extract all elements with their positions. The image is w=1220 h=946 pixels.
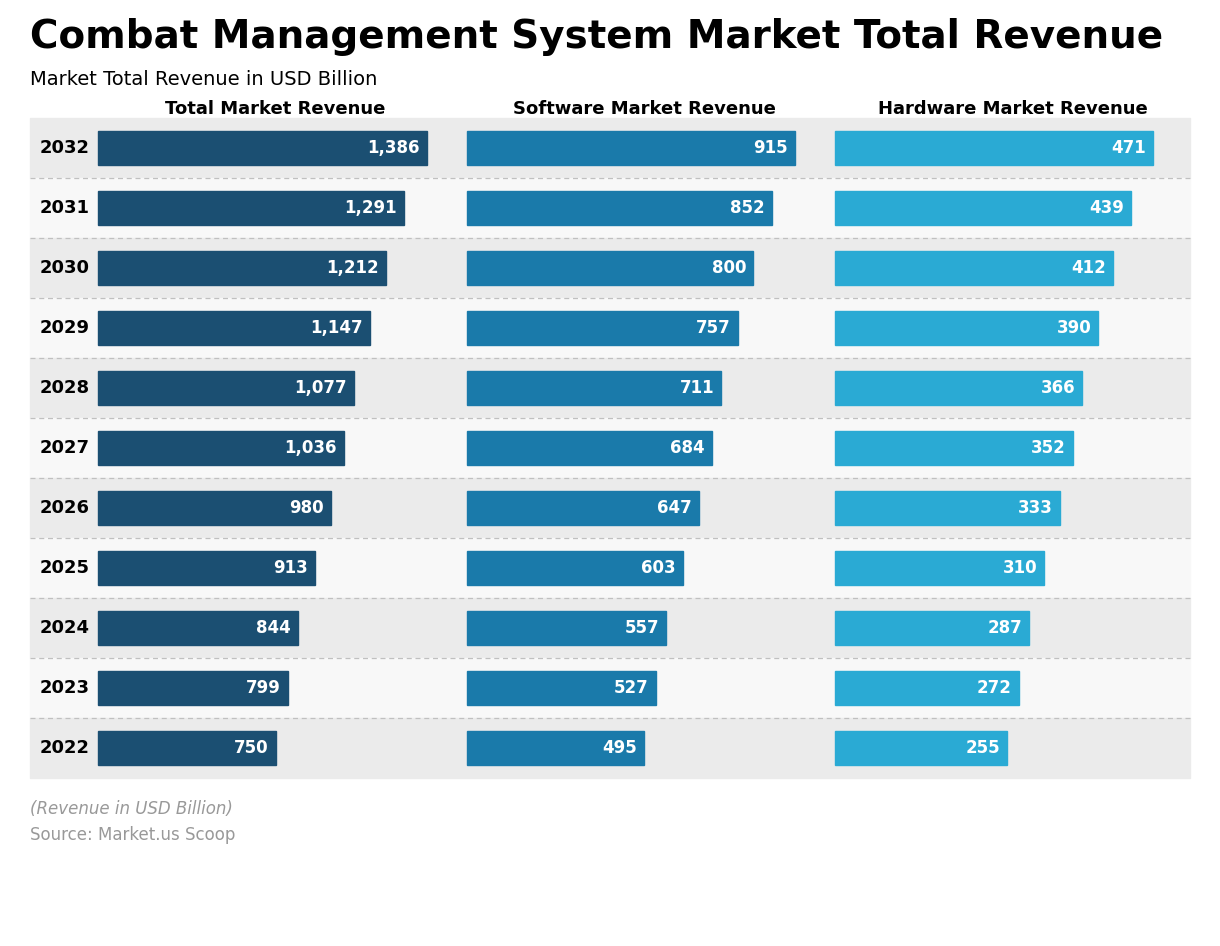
Bar bbox=[30, 238, 1190, 298]
Bar bbox=[467, 310, 738, 345]
Bar bbox=[98, 251, 386, 286]
Text: 1,386: 1,386 bbox=[367, 139, 420, 157]
Text: 390: 390 bbox=[1057, 319, 1092, 337]
Text: 757: 757 bbox=[697, 319, 731, 337]
Text: 2024: 2024 bbox=[40, 619, 90, 637]
Text: 287: 287 bbox=[987, 619, 1022, 637]
Text: 852: 852 bbox=[731, 199, 765, 217]
Text: (Revenue in USD Billion): (Revenue in USD Billion) bbox=[30, 800, 233, 818]
Text: 2032: 2032 bbox=[40, 139, 90, 157]
Bar bbox=[836, 190, 1131, 225]
Text: 647: 647 bbox=[656, 499, 692, 517]
Bar bbox=[98, 131, 427, 166]
Text: 1,212: 1,212 bbox=[326, 259, 378, 277]
Bar bbox=[467, 551, 683, 586]
Text: 1,291: 1,291 bbox=[345, 199, 398, 217]
Text: 412: 412 bbox=[1071, 259, 1107, 277]
Text: 2031: 2031 bbox=[40, 199, 90, 217]
Text: 913: 913 bbox=[273, 559, 307, 577]
Bar bbox=[30, 538, 1190, 598]
Bar bbox=[836, 131, 1153, 166]
Text: 2028: 2028 bbox=[40, 379, 90, 397]
Bar bbox=[836, 430, 1072, 465]
Bar bbox=[30, 718, 1190, 778]
Bar bbox=[98, 671, 288, 706]
Text: 2029: 2029 bbox=[40, 319, 90, 337]
Text: 2025: 2025 bbox=[40, 559, 90, 577]
Text: 2026: 2026 bbox=[40, 499, 90, 517]
Bar bbox=[836, 551, 1044, 586]
Bar bbox=[467, 491, 699, 525]
Bar bbox=[467, 730, 644, 765]
Text: 527: 527 bbox=[614, 679, 649, 697]
Text: 2023: 2023 bbox=[40, 679, 90, 697]
Text: 495: 495 bbox=[603, 739, 637, 757]
Bar bbox=[836, 371, 1082, 406]
Text: 1,077: 1,077 bbox=[294, 379, 346, 397]
Bar bbox=[30, 118, 1190, 178]
Text: Total Market Revenue: Total Market Revenue bbox=[165, 100, 386, 118]
Bar bbox=[98, 371, 354, 406]
Bar bbox=[467, 671, 655, 706]
Text: 352: 352 bbox=[1031, 439, 1066, 457]
Bar bbox=[836, 251, 1114, 286]
Bar bbox=[836, 610, 1028, 645]
Bar bbox=[98, 430, 344, 465]
Bar bbox=[30, 358, 1190, 418]
Text: 272: 272 bbox=[977, 679, 1011, 697]
Bar bbox=[98, 491, 331, 525]
Bar bbox=[467, 190, 772, 225]
Bar bbox=[467, 610, 666, 645]
Bar bbox=[30, 658, 1190, 718]
Bar bbox=[30, 298, 1190, 358]
Text: 844: 844 bbox=[256, 619, 292, 637]
Text: 2022: 2022 bbox=[40, 739, 90, 757]
Text: 603: 603 bbox=[642, 559, 676, 577]
Bar bbox=[30, 418, 1190, 478]
Text: 980: 980 bbox=[289, 499, 323, 517]
Bar bbox=[467, 371, 721, 406]
Bar bbox=[467, 251, 754, 286]
Text: 1,036: 1,036 bbox=[284, 439, 337, 457]
Text: Hardware Market Revenue: Hardware Market Revenue bbox=[878, 100, 1148, 118]
Text: Source: Market.us Scoop: Source: Market.us Scoop bbox=[30, 826, 235, 844]
Text: Combat Management System Market Total Revenue: Combat Management System Market Total Re… bbox=[30, 18, 1163, 56]
Text: Market Total Revenue in USD Billion: Market Total Revenue in USD Billion bbox=[30, 70, 377, 89]
Text: 1,147: 1,147 bbox=[311, 319, 364, 337]
Bar bbox=[836, 730, 1008, 765]
Bar bbox=[836, 310, 1098, 345]
Bar bbox=[98, 310, 370, 345]
Text: 366: 366 bbox=[1041, 379, 1075, 397]
Bar bbox=[467, 131, 794, 166]
Text: 557: 557 bbox=[625, 619, 659, 637]
Text: 310: 310 bbox=[1003, 559, 1037, 577]
Bar bbox=[467, 430, 711, 465]
Text: 800: 800 bbox=[711, 259, 747, 277]
Text: 915: 915 bbox=[753, 139, 788, 157]
Text: 711: 711 bbox=[680, 379, 715, 397]
Text: 333: 333 bbox=[1017, 499, 1053, 517]
Bar bbox=[98, 190, 404, 225]
Text: 684: 684 bbox=[670, 439, 705, 457]
Text: 2027: 2027 bbox=[40, 439, 90, 457]
Bar bbox=[98, 730, 276, 765]
Bar bbox=[30, 178, 1190, 238]
Bar bbox=[98, 610, 298, 645]
Bar bbox=[836, 671, 1019, 706]
Text: 750: 750 bbox=[234, 739, 268, 757]
Text: Software Market Revenue: Software Market Revenue bbox=[512, 100, 776, 118]
Bar bbox=[98, 551, 315, 586]
Text: 255: 255 bbox=[966, 739, 1000, 757]
Bar bbox=[30, 598, 1190, 658]
Text: 439: 439 bbox=[1089, 199, 1125, 217]
Bar bbox=[30, 478, 1190, 538]
Bar bbox=[836, 491, 1060, 525]
Text: 471: 471 bbox=[1111, 139, 1146, 157]
Text: 2030: 2030 bbox=[40, 259, 90, 277]
Text: 799: 799 bbox=[245, 679, 281, 697]
